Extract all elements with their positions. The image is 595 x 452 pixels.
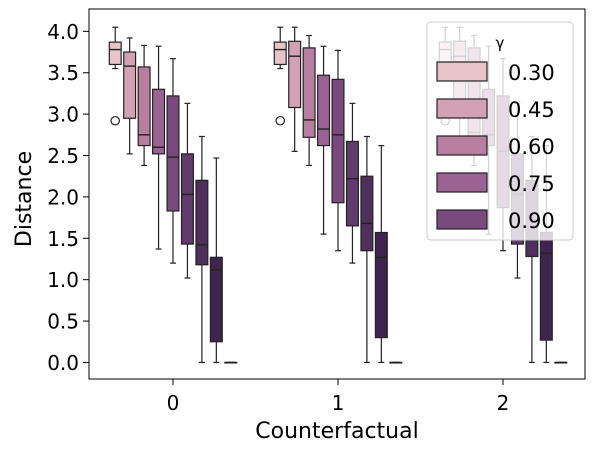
box-group-8-cat-1 bbox=[389, 361, 403, 364]
outlier-point bbox=[275, 115, 286, 126]
y-tick-label: 2.5 bbox=[47, 144, 79, 168]
box-0.75-cat-1 bbox=[317, 45, 331, 235]
box-iqr bbox=[374, 231, 388, 339]
box-iqr bbox=[152, 88, 166, 155]
y-tick-label: 0.5 bbox=[47, 310, 79, 334]
box-iqr bbox=[360, 175, 374, 252]
box-iqr bbox=[123, 51, 137, 119]
legend-label: 0.45 bbox=[508, 98, 555, 122]
box-iqr bbox=[137, 66, 151, 147]
box-iqr bbox=[180, 153, 194, 245]
legend-swatch bbox=[436, 172, 488, 193]
box-0.30-cat-0 bbox=[108, 26, 122, 126]
box-group-5-cat-1 bbox=[345, 102, 359, 264]
legend-swatch bbox=[436, 61, 488, 82]
x-tick-label: 1 bbox=[332, 391, 345, 415]
legend-items: 0.30 0.45 0.60 0.75 0.90 bbox=[436, 61, 555, 233]
box-0.90-cat-0 bbox=[166, 58, 180, 264]
y-tick-label: 1.0 bbox=[47, 268, 79, 292]
box-iqr bbox=[539, 231, 553, 341]
y-tick-label: 3.5 bbox=[47, 61, 79, 85]
box-iqr bbox=[331, 78, 345, 204]
y-tick-label: 4.0 bbox=[47, 20, 79, 44]
box-iqr bbox=[195, 179, 209, 266]
x-tick-label: 2 bbox=[497, 391, 510, 415]
box-0.60-cat-0 bbox=[137, 44, 151, 167]
y-tick-label: 1.5 bbox=[47, 227, 79, 251]
y-tick-label: 0.0 bbox=[47, 351, 79, 375]
box-0.75-cat-0 bbox=[152, 45, 166, 250]
x-axis-label: Counterfactual bbox=[255, 419, 418, 444]
legend-title: γ bbox=[496, 34, 505, 52]
box-iqr bbox=[108, 41, 122, 66]
legend-frame bbox=[426, 21, 574, 241]
box-0.90-cat-1 bbox=[331, 49, 345, 252]
box-iqr bbox=[317, 74, 331, 147]
y-axis: 0.0 0.5 1.0 1.5 2.0 2.5 3.0 3.5 4.0 bbox=[47, 20, 89, 375]
y-axis-label: Distance bbox=[12, 151, 37, 247]
x-axis: 0 1 2 bbox=[167, 379, 510, 415]
outlier-point bbox=[110, 115, 121, 126]
box-iqr bbox=[345, 140, 359, 227]
box-iqr bbox=[166, 95, 180, 212]
box-iqr bbox=[302, 47, 316, 138]
box-group-7-cat-1 bbox=[374, 144, 388, 364]
legend-swatch bbox=[436, 98, 488, 119]
box-iqr bbox=[209, 256, 223, 343]
box-iqr bbox=[288, 40, 302, 109]
plot-frame bbox=[88, 8, 586, 380]
legend-label: 0.60 bbox=[508, 135, 555, 159]
box-group-5-cat-0 bbox=[180, 102, 194, 279]
box-group-8-cat-0 bbox=[224, 361, 238, 364]
box-0.30-cat-1 bbox=[273, 26, 287, 126]
legend-label: 0.90 bbox=[508, 209, 555, 233]
box-iqr bbox=[273, 41, 287, 66]
y-tick-label: 2.0 bbox=[47, 185, 79, 209]
box-group-7-cat-0 bbox=[209, 157, 223, 364]
box-group-6-cat-0 bbox=[195, 135, 209, 364]
legend-label: 0.30 bbox=[508, 61, 555, 85]
y-tick-label: 3.0 bbox=[47, 103, 79, 127]
legend-swatch bbox=[436, 135, 488, 156]
legend-label: 0.75 bbox=[508, 172, 555, 196]
legend: γ 0.30 0.45 0.60 0.75 0.90 bbox=[426, 21, 574, 241]
legend-swatch bbox=[436, 209, 488, 230]
box-group-6-cat-1 bbox=[360, 135, 374, 364]
box-0.60-cat-1 bbox=[302, 34, 316, 167]
box-group-8-cat-2 bbox=[554, 361, 568, 364]
box-0.45-cat-1 bbox=[288, 26, 302, 152]
box-0.45-cat-0 bbox=[123, 37, 137, 155]
x-tick-label: 0 bbox=[167, 391, 180, 415]
